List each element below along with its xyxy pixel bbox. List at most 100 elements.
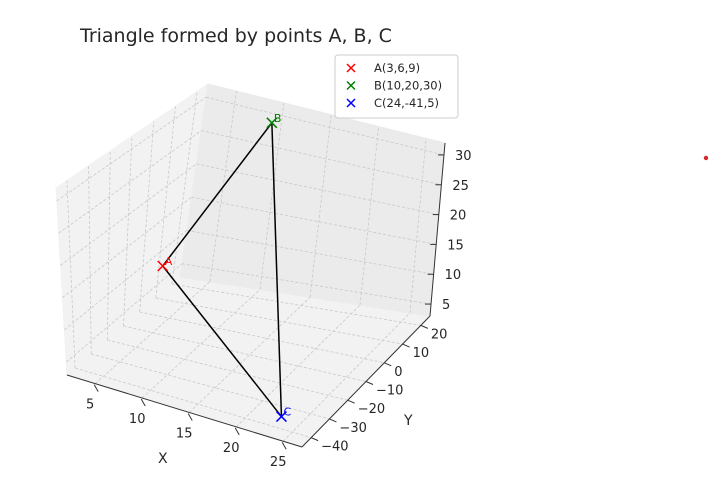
legend-marker-B-stroke-b: [346, 80, 356, 91]
z-tick-label: 25: [452, 179, 469, 194]
grid-line-y: [171, 283, 421, 326]
grid-line-z: [64, 230, 188, 331]
x-tick: [234, 427, 240, 436]
grid-line-y: [91, 353, 330, 420]
y-tick: [365, 381, 374, 385]
point-marker-A: [157, 260, 169, 272]
back-wall-pane: [179, 83, 446, 317]
legend-frame: [334, 54, 459, 119]
z-tick-label: 5: [442, 298, 450, 313]
grid-line-z: [186, 230, 434, 275]
y-tick-label: −10: [376, 384, 403, 399]
legend: A(3,6,9) B(10,20,30) C(24,-41,5): [334, 54, 459, 119]
grid-line-x: [259, 102, 285, 290]
legend-label-C: C(24,-41,5): [374, 96, 439, 110]
point-marker-C: [275, 411, 287, 423]
grid-lines: [56, 91, 445, 442]
grid-line-y: [123, 325, 367, 382]
grid-line-z: [62, 196, 192, 298]
y-tick: [384, 362, 392, 367]
grid-line-y: [74, 367, 312, 439]
legend-marker-B: [346, 80, 356, 91]
grid-line-y: [155, 106, 176, 299]
x-tick-label: 20: [223, 441, 240, 456]
x-tick-label: 25: [270, 455, 287, 470]
z-tick-label: 15: [447, 238, 464, 253]
legend-marker-C: [346, 98, 356, 108]
grid-line-z: [181, 263, 432, 305]
grid-line-z: [205, 96, 445, 156]
point-marker-A-stroke-b: [157, 260, 169, 272]
point-marker-B-stroke-b: [266, 117, 278, 129]
triangle-edge-CA: [162, 265, 283, 417]
grid-line-x: [141, 289, 261, 399]
x-tick-label: 10: [129, 412, 146, 427]
grid-line-z: [56, 96, 207, 202]
axes-panes: [55, 82, 446, 448]
x-tick: [93, 384, 99, 392]
x-tick: [281, 441, 287, 450]
y-tick-label: 20: [431, 327, 448, 342]
y-tick-label: −20: [358, 402, 385, 417]
grid-line-x: [94, 281, 211, 384]
grid-line-y: [155, 297, 403, 345]
x-tick: [140, 398, 146, 407]
point-label-C: C: [283, 406, 291, 419]
y-tick: [402, 343, 410, 348]
grid-line-z: [201, 130, 442, 186]
grid-line-y: [139, 121, 155, 313]
y-tick-label: −30: [339, 421, 366, 436]
legend-label-B: B(10,20,30): [374, 79, 442, 93]
triangle-edge-BC: [271, 122, 283, 417]
grid-line-y: [88, 165, 92, 355]
legend-marker-A: [346, 63, 356, 73]
y-tick: [347, 399, 355, 404]
grid-line-y: [66, 180, 76, 369]
x-axis-label: X: [158, 451, 168, 467]
stray-dot-marker: [703, 155, 709, 161]
y-tick: [329, 418, 337, 423]
grid-line-z: [196, 163, 439, 215]
grid-line-x: [235, 304, 361, 428]
z-tick-label: 30: [455, 149, 472, 164]
y-tick-label: −40: [321, 440, 348, 455]
grid-line-y: [107, 339, 348, 401]
x-tick-label: 15: [176, 426, 193, 441]
legend-marker-C-stroke-b: [346, 98, 356, 108]
y-tick-label: 0: [394, 365, 402, 380]
y-tick: [420, 324, 429, 329]
grid-line-y: [139, 311, 385, 364]
point-label-B: B: [274, 112, 282, 125]
grid-line-x: [409, 138, 427, 313]
grid-line-x: [282, 312, 411, 442]
y-tick: [310, 437, 319, 442]
grid-line-y: [123, 135, 133, 327]
z-tick-label: 10: [445, 268, 462, 283]
grid-line-z: [191, 196, 437, 245]
legend-label-A: A(3,6,9): [374, 61, 420, 75]
grid-line-x: [309, 114, 332, 298]
triangle-edge-AB: [162, 122, 273, 267]
grid-line-y: [171, 91, 198, 285]
legend-marker-A-stroke-b: [346, 63, 356, 73]
x-axis-line: [66, 374, 303, 448]
point-marker-C-stroke-b: [275, 411, 287, 423]
grid-line-z: [60, 163, 197, 266]
z-tick-label: 20: [450, 209, 467, 224]
y-axis-label: Y: [403, 413, 413, 429]
chart-title: Triangle formed by points A, B, C: [79, 25, 392, 47]
grid-line-z: [65, 263, 183, 363]
point-marker-B: [266, 117, 278, 129]
z-axis-line: [429, 142, 446, 317]
data-points: A B C: [157, 112, 291, 423]
x-tick-label: 5: [86, 398, 94, 413]
grid-line-y: [106, 150, 111, 341]
point-label-A: A: [165, 255, 173, 268]
triangle-edges: [162, 122, 283, 417]
x-tick: [187, 413, 193, 421]
y-tick-label: 10: [413, 346, 430, 361]
grid-line-x: [188, 296, 311, 413]
grid-line-z: [58, 130, 202, 234]
